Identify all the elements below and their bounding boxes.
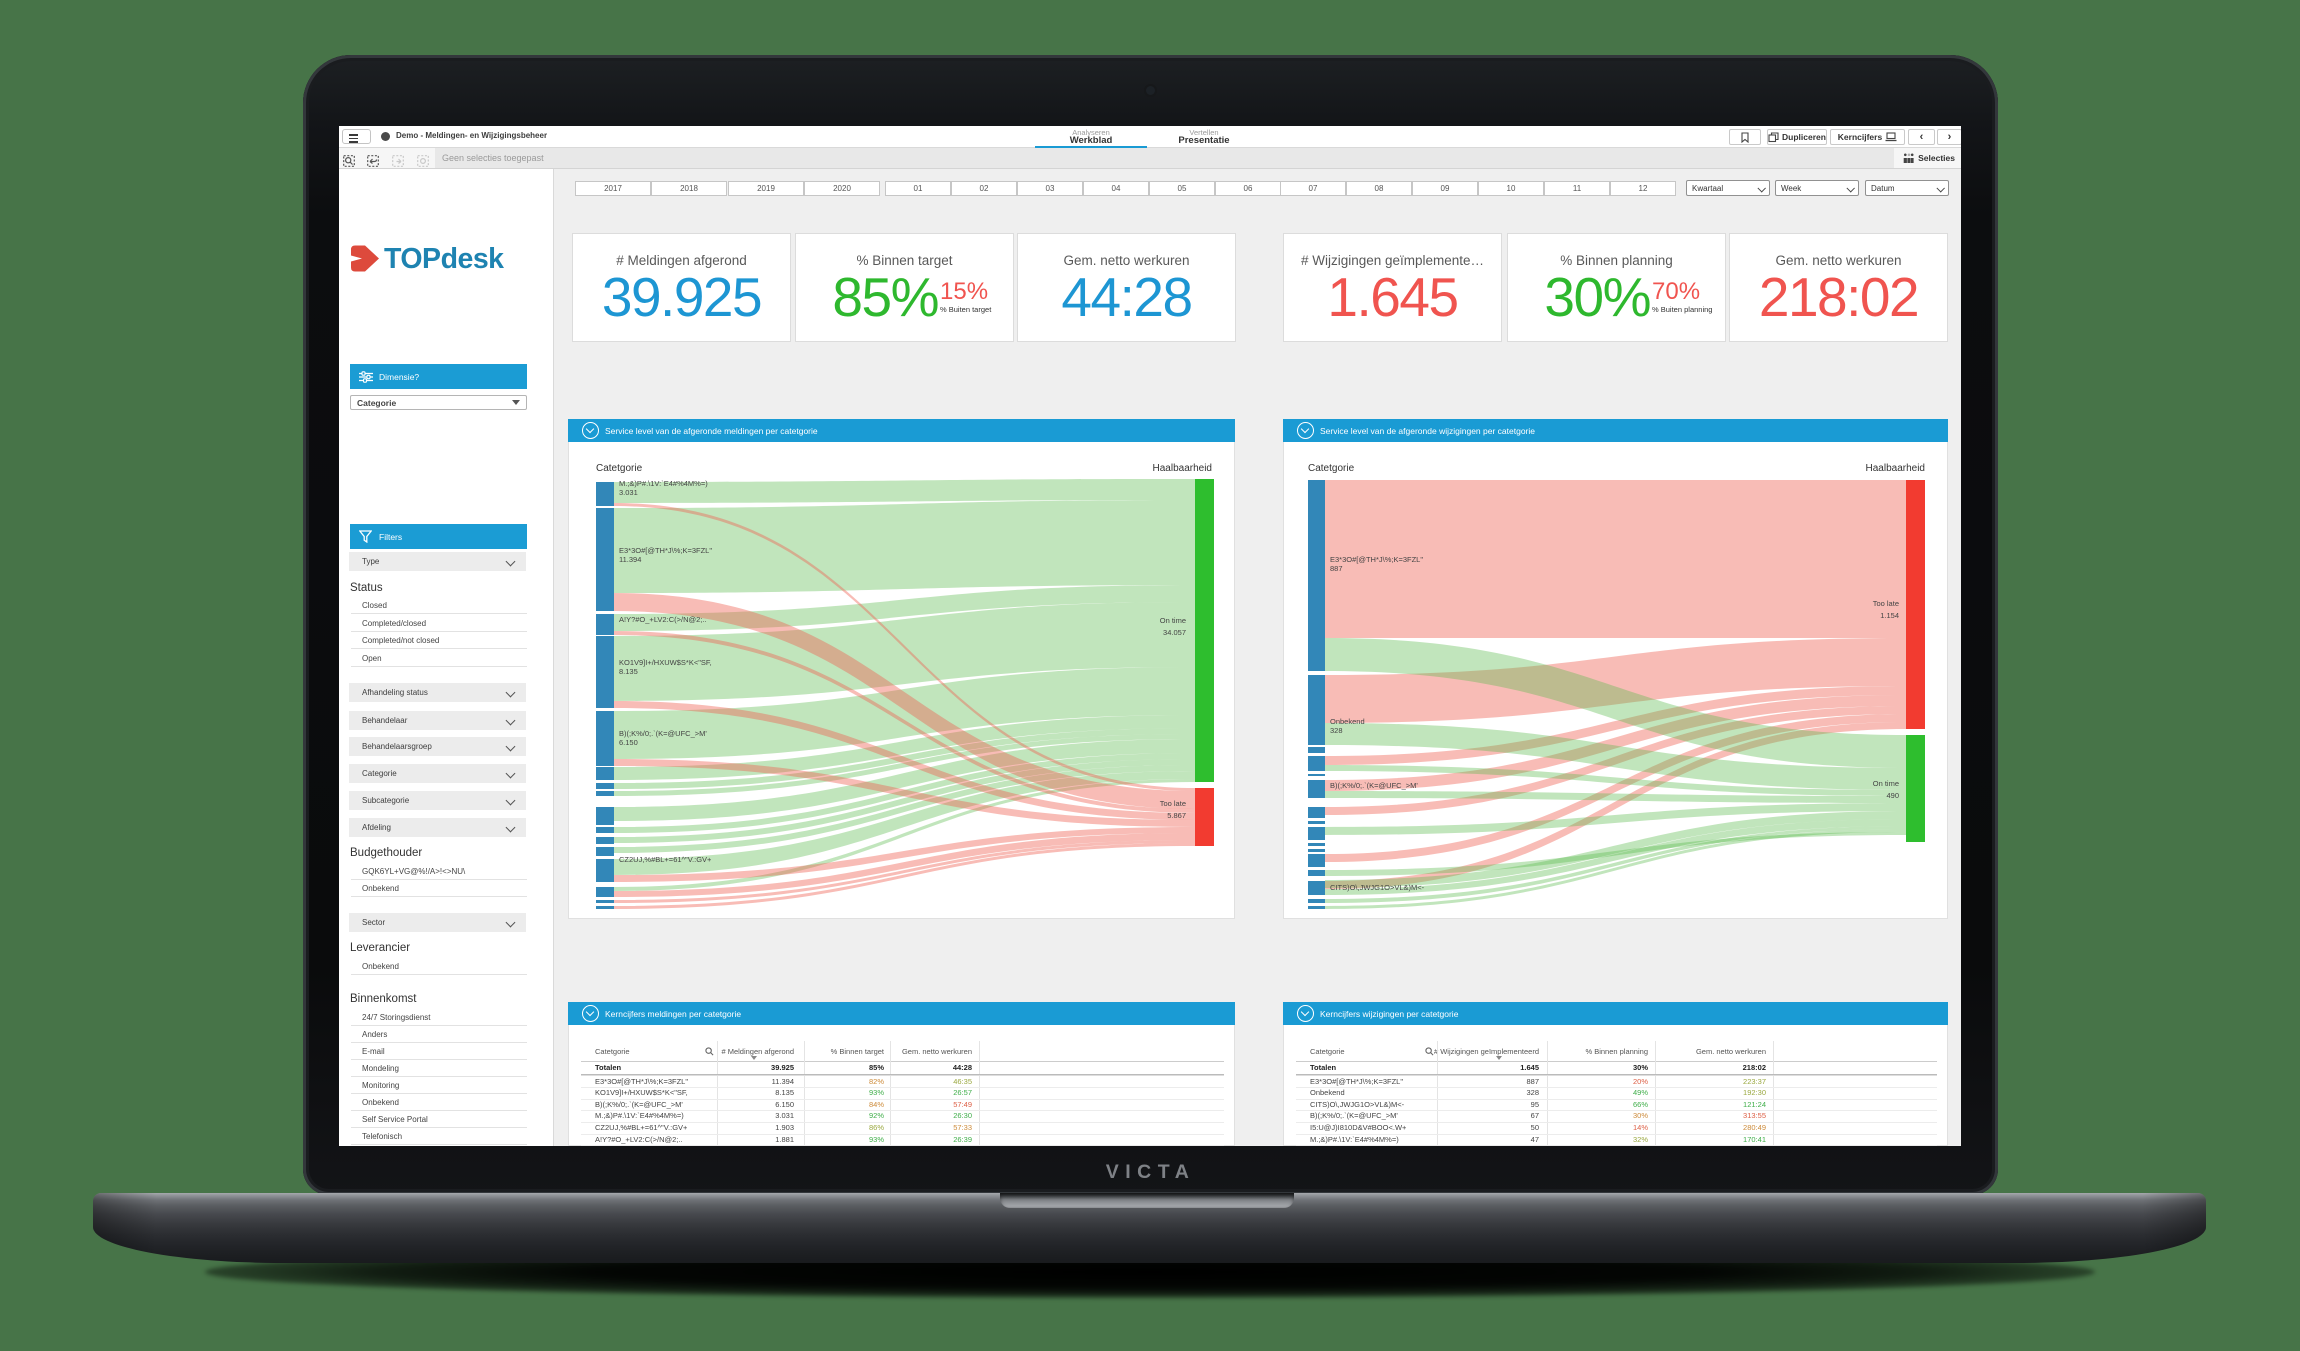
svg-text:TOPdesk: TOPdesk: [384, 243, 504, 275]
